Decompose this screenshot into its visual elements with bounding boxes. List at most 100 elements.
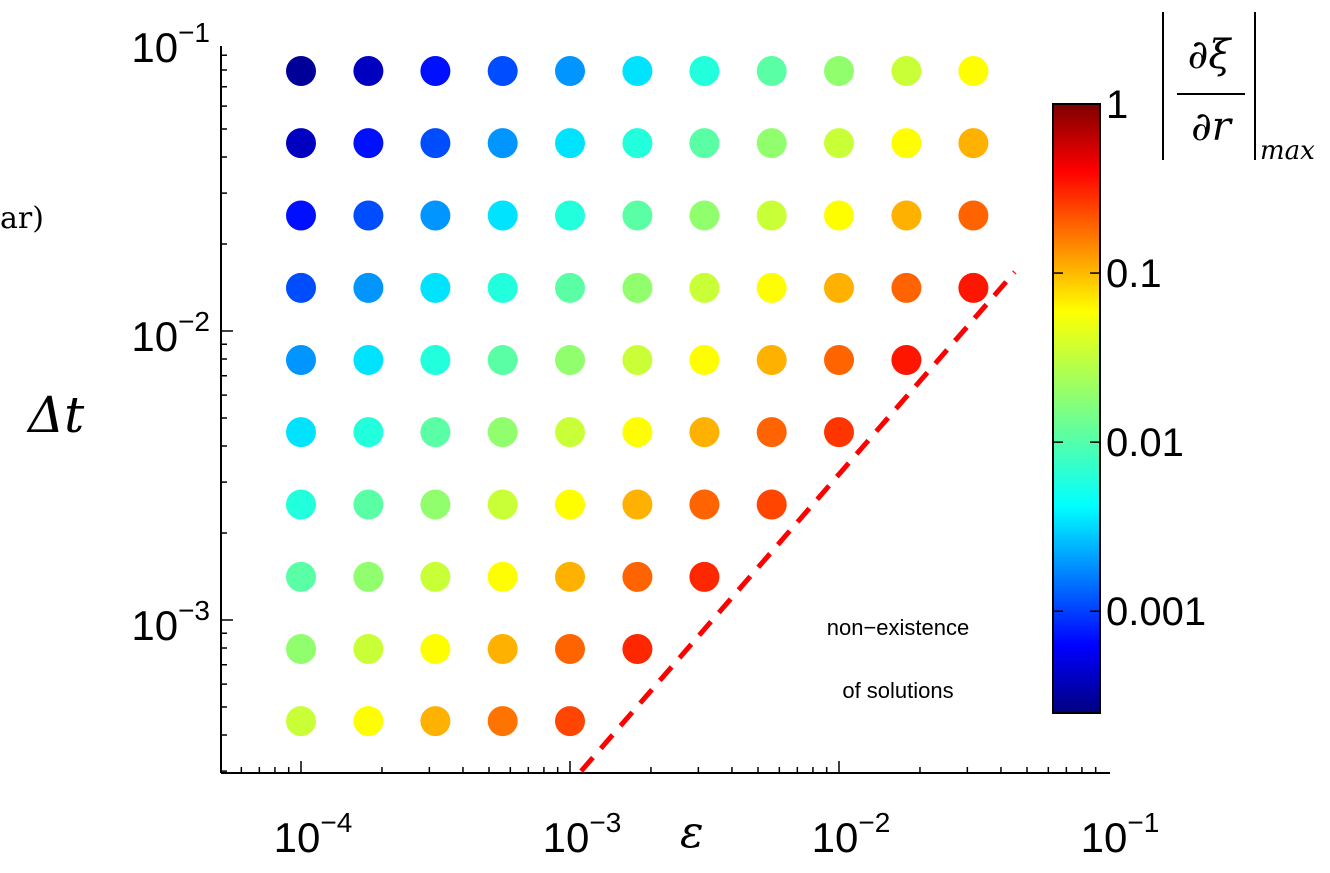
y-axis-label: Δt xyxy=(26,386,85,444)
data-point xyxy=(286,200,316,231)
colorbar-tick-label: 1 xyxy=(1106,83,1128,127)
data-point xyxy=(622,561,653,592)
data-point xyxy=(487,417,518,448)
data-point xyxy=(555,489,585,520)
data-points xyxy=(286,56,989,737)
data-point xyxy=(891,272,922,303)
data-point xyxy=(824,417,854,448)
data-point xyxy=(689,489,720,520)
data-point xyxy=(286,489,316,520)
y-tick-labels: 10−3 10−2 10−1 xyxy=(131,17,210,649)
data-point xyxy=(555,128,585,159)
data-point xyxy=(420,200,451,231)
data-point xyxy=(353,272,384,303)
data-point xyxy=(353,417,384,448)
data-point xyxy=(555,272,585,303)
colorbar-gradient xyxy=(1052,103,1101,714)
data-point xyxy=(622,200,653,231)
data-point xyxy=(756,489,787,520)
data-point xyxy=(622,128,653,159)
data-point xyxy=(824,200,854,231)
data-point xyxy=(420,489,451,520)
data-point xyxy=(420,56,451,86)
data-point xyxy=(689,128,720,159)
colorbar-tick-label: 0.001 xyxy=(1106,590,1206,634)
data-point xyxy=(353,56,384,86)
data-point xyxy=(353,128,384,159)
data-point xyxy=(353,345,384,375)
data-point xyxy=(353,489,384,520)
data-point xyxy=(420,345,451,375)
data-point xyxy=(420,561,451,592)
data-point xyxy=(487,561,518,592)
data-point xyxy=(622,489,653,520)
data-point xyxy=(958,128,989,159)
data-point xyxy=(622,272,653,303)
y-tick-label: 10−1 xyxy=(131,17,210,71)
x-tick-label: 10−3 xyxy=(543,807,622,861)
data-point xyxy=(756,200,787,231)
plot-axes xyxy=(220,46,1110,774)
data-point xyxy=(756,56,787,86)
data-point xyxy=(420,272,451,303)
data-point xyxy=(622,56,653,86)
left-margin-fragment: ar) xyxy=(0,201,44,236)
data-point xyxy=(555,200,585,231)
data-point xyxy=(689,200,720,231)
data-point xyxy=(487,345,518,375)
data-point xyxy=(756,272,787,303)
colorbar-tick-label: 0.01 xyxy=(1106,421,1184,465)
colorbar-tick-label: 0.1 xyxy=(1106,252,1162,296)
data-point xyxy=(286,345,316,375)
data-point xyxy=(824,128,854,159)
colorbar: 1 0.1 0.01 0.001 xyxy=(1052,83,1206,714)
annotation-line-1: non−existence xyxy=(827,615,970,640)
data-point xyxy=(487,128,518,159)
data-point xyxy=(487,272,518,303)
colorbar-label-subscript: max xyxy=(1260,136,1315,166)
colorbar-label-numerator: ∂ξ xyxy=(1188,32,1233,78)
data-point xyxy=(622,634,653,664)
x-tick-label: 10−2 xyxy=(812,807,891,861)
data-point xyxy=(555,56,585,86)
data-point xyxy=(487,56,518,86)
x-tick-labels: 10−4 10−3 10−2 10−1 xyxy=(274,807,1160,861)
data-point xyxy=(891,56,922,86)
y-tick-label: 10−2 xyxy=(131,306,210,360)
data-point xyxy=(689,56,720,86)
data-point xyxy=(891,200,922,231)
data-point xyxy=(286,128,316,159)
data-point xyxy=(286,634,316,664)
data-point xyxy=(824,272,854,303)
data-point xyxy=(622,345,653,375)
data-point xyxy=(487,200,518,231)
data-point xyxy=(958,56,989,86)
annotation-line-2: of solutions xyxy=(842,678,953,703)
data-point xyxy=(286,706,316,737)
data-point xyxy=(689,272,720,303)
data-point xyxy=(555,706,585,737)
data-point xyxy=(487,489,518,520)
data-point xyxy=(286,417,316,448)
data-point xyxy=(891,345,922,375)
data-point xyxy=(420,128,451,159)
colorbar-label: ∂ξ ∂r max xyxy=(1162,12,1315,166)
x-tick-label: 10−1 xyxy=(1081,807,1160,861)
y-tick-label: 10−3 xyxy=(131,595,210,649)
data-point xyxy=(958,272,989,303)
data-point xyxy=(555,561,585,592)
data-point xyxy=(420,634,451,664)
data-point xyxy=(689,345,720,375)
data-point xyxy=(824,56,854,86)
data-point xyxy=(286,272,316,303)
boundary-dashed-line xyxy=(579,270,1017,773)
data-point xyxy=(756,345,787,375)
data-point xyxy=(487,706,518,737)
data-point xyxy=(353,634,384,664)
data-point xyxy=(689,561,720,592)
y-ticks xyxy=(221,54,233,772)
data-point xyxy=(689,417,720,448)
data-point xyxy=(353,706,384,737)
data-point xyxy=(555,417,585,448)
